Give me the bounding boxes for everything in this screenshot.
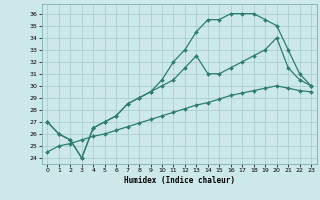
X-axis label: Humidex (Indice chaleur): Humidex (Indice chaleur) xyxy=(124,176,235,185)
